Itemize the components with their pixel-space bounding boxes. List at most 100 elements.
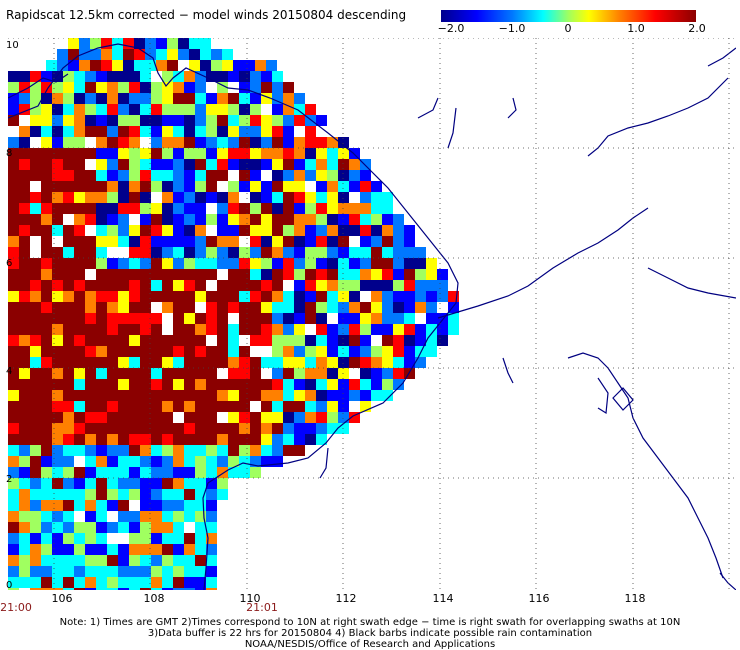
wind-cell [107, 566, 118, 577]
wind-cell [85, 478, 96, 489]
wind-cell [96, 555, 107, 566]
wind-cell [140, 566, 151, 577]
wind-cell [140, 467, 151, 478]
wind-cell [41, 456, 52, 467]
wind-cell [129, 544, 140, 555]
wind-cell [404, 225, 415, 236]
wind-cell [283, 269, 294, 280]
wind-cell [118, 104, 129, 115]
wind-cell [305, 192, 316, 203]
wind-cell [30, 225, 41, 236]
wind-cell [107, 203, 118, 214]
wind-cell [173, 291, 184, 302]
wind-cell [250, 225, 261, 236]
wind-cell [382, 291, 393, 302]
wind-cell [173, 236, 184, 247]
wind-cell [327, 225, 338, 236]
wind-cell [195, 203, 206, 214]
wind-cell [316, 401, 327, 412]
wind-cell [151, 236, 162, 247]
wind-cell [272, 456, 283, 467]
wind-cell [294, 401, 305, 412]
wind-cell [393, 214, 404, 225]
wind-cell [8, 247, 19, 258]
wind-cell [382, 269, 393, 280]
wind-cell [415, 302, 426, 313]
wind-cell [393, 247, 404, 258]
wind-cell [250, 434, 261, 445]
wind-cell [57, 60, 68, 71]
wind-cell [173, 302, 184, 313]
wind-cell [162, 214, 173, 225]
wind-cell [8, 313, 19, 324]
wind-cell [162, 236, 173, 247]
wind-cell [294, 181, 305, 192]
wind-cell [41, 412, 52, 423]
wind-cell [206, 115, 217, 126]
wind-cell [96, 544, 107, 555]
wind-cell [8, 434, 19, 445]
wind-cell [8, 456, 19, 467]
wind-cell [151, 82, 162, 93]
wind-cell [151, 181, 162, 192]
wind-cell [107, 500, 118, 511]
lon-label: 112 [335, 592, 357, 605]
wind-cell [140, 401, 151, 412]
wind-cell [140, 203, 151, 214]
wind-cell [118, 236, 129, 247]
wind-cell [272, 335, 283, 346]
wind-cell [393, 225, 404, 236]
wind-cell [283, 346, 294, 357]
wind-cell [382, 324, 393, 335]
wind-cell [382, 390, 393, 401]
wind-cell [41, 170, 52, 181]
wind-cell [206, 126, 217, 137]
wind-cell [8, 104, 19, 115]
wind-cell [217, 434, 228, 445]
wind-cell [338, 368, 349, 379]
wind-cell [52, 522, 63, 533]
wind-cell [30, 126, 41, 137]
wind-cell [140, 423, 151, 434]
wind-cell [195, 236, 206, 247]
colorbar-tick: 1.0 [627, 22, 645, 35]
wind-cell [8, 478, 19, 489]
wind-cell [195, 511, 206, 522]
wind-cell [151, 511, 162, 522]
wind-cell [206, 588, 217, 590]
wind-cell [294, 302, 305, 313]
wind-cell [30, 467, 41, 478]
wind-cell [184, 511, 195, 522]
wind-cell [96, 357, 107, 368]
wind-cell [173, 357, 184, 368]
wind-cell [327, 159, 338, 170]
wind-cell [349, 214, 360, 225]
wind-cell [85, 566, 96, 577]
wind-cell [63, 236, 74, 247]
wind-cell [85, 335, 96, 346]
wind-cell [283, 236, 294, 247]
wind-cell [327, 412, 338, 423]
wind-cell [195, 192, 206, 203]
wind-cell [85, 456, 96, 467]
wind-cell [184, 412, 195, 423]
wind-cell [173, 401, 184, 412]
wind-cell [129, 335, 140, 346]
wind-cell [52, 478, 63, 489]
wind-cell [63, 159, 74, 170]
wind-cell [404, 302, 415, 313]
wind-cell [8, 489, 19, 500]
wind-cell [96, 522, 107, 533]
wind-cell [140, 126, 151, 137]
footnote-line: 3)Data buffer is 22 hrs for 20150804 4) … [147, 628, 593, 639]
wind-cell [107, 522, 118, 533]
wind-cell [327, 148, 338, 159]
wind-cell [206, 291, 217, 302]
wind-cell [316, 269, 327, 280]
wind-cell [228, 456, 239, 467]
wind-cell [41, 533, 52, 544]
wind-cell [437, 324, 448, 335]
wind-cell [261, 225, 272, 236]
wind-cell [173, 82, 184, 93]
wind-cell [162, 434, 173, 445]
